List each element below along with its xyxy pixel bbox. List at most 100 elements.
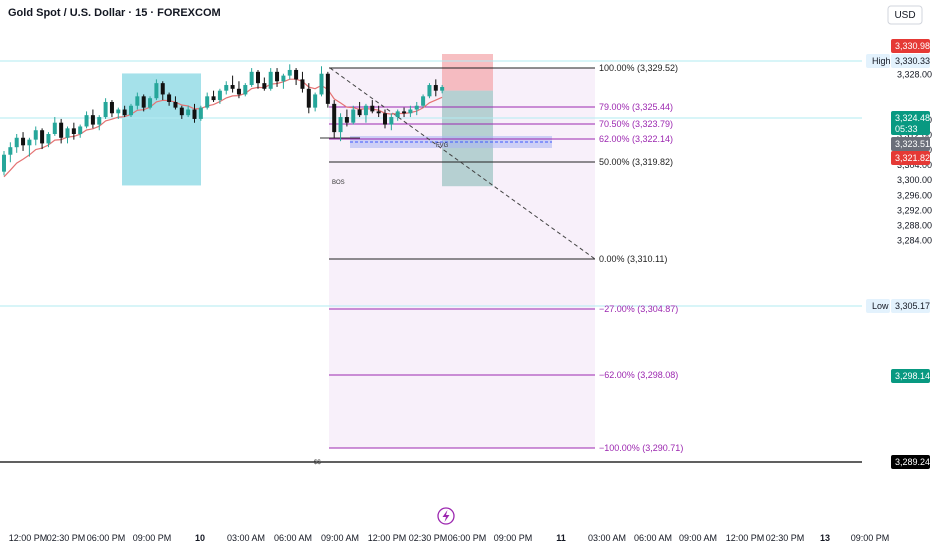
candle-body	[344, 117, 349, 123]
price-label-box	[891, 39, 930, 53]
candle-body	[71, 128, 76, 134]
time-tick-label: 02:30 PM	[47, 533, 86, 543]
price-tag-box	[866, 54, 890, 68]
candle-body	[230, 85, 235, 89]
candle-body	[243, 85, 248, 95]
price-tag-label: Low	[872, 301, 889, 311]
time-tick-label: 13	[820, 533, 830, 543]
candle-body	[205, 96, 210, 108]
candle-body	[414, 105, 419, 110]
candle-body	[141, 96, 146, 108]
time-tick-label: 03:00 AM	[227, 533, 265, 543]
candle-body	[46, 133, 51, 144]
price-tick-label: 3,328.00	[897, 70, 932, 80]
price-label-box	[891, 54, 930, 68]
price-label-value: 3,289.24	[895, 457, 930, 467]
candle-body	[90, 115, 95, 125]
candle-body	[52, 122, 57, 134]
candle-body	[21, 137, 26, 146]
time-tick-label: 02:30 PM	[766, 533, 805, 543]
price-label-box	[891, 137, 930, 151]
candle-body	[103, 101, 108, 118]
price-tick-label: 3,304.00	[897, 160, 932, 170]
candle-body	[268, 71, 273, 89]
candle-body	[59, 122, 64, 138]
candle-body	[402, 111, 407, 114]
candle-body	[262, 83, 267, 89]
candle-body	[8, 147, 13, 155]
candle-body	[173, 101, 178, 108]
price-tick-label: 3,292.00	[897, 205, 932, 215]
candle-body	[319, 73, 324, 95]
candle-body	[332, 103, 337, 133]
candle-body	[351, 109, 356, 123]
candle-body	[33, 130, 38, 140]
candle-body	[389, 117, 394, 125]
candle-body	[408, 109, 413, 114]
price-tag-label: High	[872, 56, 891, 66]
fib-level-label: 50.00% (3,319.82)	[599, 157, 673, 167]
price-tick-label: 3,288.00	[897, 220, 932, 230]
time-tick-label: 12:00 PM	[9, 533, 48, 543]
candle-body	[300, 79, 305, 89]
fvg-label: FVG	[436, 143, 449, 149]
time-tick-label: 06:00 PM	[448, 533, 487, 543]
time-axis[interactable]: 12:00 PM 02:30 PM 06:00 PM 09:00 PM 10 03:00 …	[9, 533, 890, 543]
price-label-box	[891, 299, 930, 313]
time-tick-label: 03:00 AM	[588, 533, 626, 543]
price-label-box	[891, 111, 930, 135]
candle-body	[116, 109, 121, 114]
price-axis[interactable]: 3,284.00 3,288.00 3,292.00 3,296.00 3,300.00…	[866, 39, 932, 469]
fib-level-label: −62.00% (3,298.08)	[599, 370, 678, 380]
price-label-value: 3,323.51	[895, 139, 930, 149]
time-tick-label: 10	[195, 533, 205, 543]
candle-body	[211, 96, 216, 101]
time-tick-label: 06:00 AM	[634, 533, 672, 543]
fib-level-label: 0.00% (3,310.11)	[599, 254, 667, 264]
candle-body	[224, 85, 229, 91]
bos-label: BOS	[332, 180, 345, 186]
price-tick-label: 3,296.00	[897, 190, 932, 200]
fib-level-label: 62.00% (3,322.14)	[599, 134, 673, 144]
currency-label: USD	[894, 10, 915, 21]
candle-body	[65, 128, 70, 138]
candle-body	[421, 96, 426, 106]
time-tick-label: 06:00 PM	[87, 533, 126, 543]
fib-level-label: 100.00% (3,329.52)	[599, 63, 678, 73]
price-tick-label: 3,300.00	[897, 175, 932, 185]
candle-body	[440, 86, 445, 91]
price-label-box	[891, 369, 930, 383]
price-label-countdown: 05:33	[895, 124, 918, 134]
candle-body	[294, 69, 299, 80]
candle-body	[357, 109, 362, 116]
candle-body	[27, 139, 32, 146]
candle-body	[236, 88, 241, 95]
short-position-stop-zone	[442, 54, 493, 91]
candle-body	[148, 98, 153, 108]
candle-body	[14, 137, 19, 148]
candle-body	[338, 117, 343, 133]
moving-average-line	[3, 78, 443, 178]
price-label-box	[891, 455, 930, 469]
time-tick-label: 02:30 PM	[409, 533, 448, 543]
candle-body	[192, 109, 197, 119]
candle-body	[313, 94, 318, 108]
price-label-value: 3,330.98	[895, 41, 930, 51]
price-label-value: 3,305.17	[895, 301, 930, 311]
currency-button[interactable]: USD	[887, 5, 923, 25]
time-tick-label: 09:00 PM	[133, 533, 172, 543]
candle-body	[122, 109, 127, 116]
candle-body	[281, 75, 286, 82]
candle-body	[78, 126, 83, 134]
annotations-layer: BOS FVG $$	[314, 143, 455, 525]
candle-body	[325, 73, 330, 104]
candle-body	[97, 117, 102, 125]
liquidity-label: $$	[314, 460, 321, 466]
candle-body	[395, 111, 400, 118]
fib-trend-line	[329, 67, 596, 260]
price-label-value: 3,330.33	[895, 56, 930, 66]
price-tick-label: 3,284.00	[897, 235, 932, 245]
price-tag-box	[866, 299, 890, 313]
